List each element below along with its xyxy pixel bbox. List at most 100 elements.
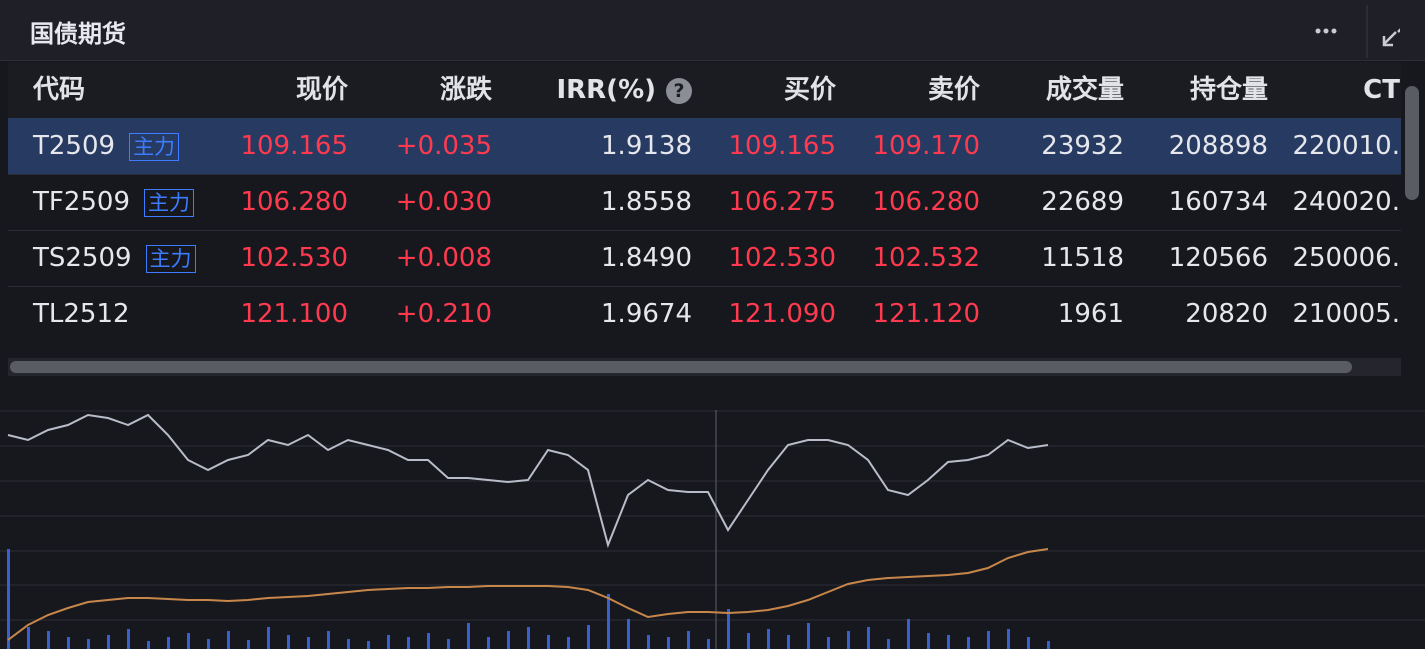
value-cell: 102.530 bbox=[728, 243, 836, 273]
main-tag: 主力 bbox=[129, 132, 180, 161]
volume-bar bbox=[967, 637, 970, 649]
header-row: 代码 现价 涨跌 IRR(%)? 买价 卖价 成交量 持仓量 CT bbox=[8, 62, 1401, 119]
volume-bar bbox=[1027, 637, 1030, 649]
volume-bar bbox=[347, 639, 350, 649]
volume-bar bbox=[487, 637, 490, 649]
volume-bar bbox=[7, 549, 10, 649]
volume-bar bbox=[367, 641, 370, 649]
volume-bar bbox=[567, 637, 570, 649]
column-label: 涨跌 bbox=[439, 75, 492, 105]
column-label: CT bbox=[1363, 75, 1400, 105]
volume-bar bbox=[907, 619, 910, 649]
value-cell: 106.275 bbox=[728, 187, 836, 217]
code: T2509 bbox=[33, 131, 116, 161]
column-label: IRR(%) bbox=[556, 75, 656, 105]
price-line bbox=[7, 413, 1049, 549]
column-header: 成交量 bbox=[1046, 62, 1124, 118]
value-cell: 1961 bbox=[1057, 299, 1124, 329]
column-label: 持仓量 bbox=[1189, 75, 1268, 105]
volume-bar bbox=[327, 631, 330, 649]
volume-bar bbox=[807, 623, 810, 649]
value-cell: 160734 bbox=[1168, 187, 1268, 217]
volume-bar bbox=[767, 629, 770, 649]
volume-bar bbox=[947, 635, 950, 649]
column-header: 持仓量 bbox=[1190, 62, 1268, 118]
column-header: 代码 bbox=[33, 75, 86, 105]
volume-bar bbox=[147, 641, 150, 649]
code-cell: TS2509 主力 bbox=[33, 230, 196, 286]
volume-bar bbox=[927, 633, 930, 649]
volume-bar bbox=[447, 639, 450, 649]
value-cell: 1.8490 bbox=[601, 243, 692, 273]
value-cell: 250006. bbox=[1292, 243, 1400, 273]
header: 国债期货 bbox=[0, 0, 1425, 61]
volume-bar bbox=[427, 633, 430, 649]
value-cell: 11518 bbox=[1041, 243, 1124, 273]
value-cell: 240020. bbox=[1292, 187, 1400, 217]
volume-bar bbox=[687, 631, 690, 649]
volume-bar bbox=[247, 640, 250, 649]
column-header: 买价 bbox=[784, 62, 836, 118]
value-cell: 22689 bbox=[1041, 187, 1124, 217]
volume-bar bbox=[67, 637, 70, 649]
vertical-scrollbar[interactable] bbox=[1405, 86, 1419, 200]
value-cell: 1.9674 bbox=[601, 299, 692, 329]
header-icons bbox=[1315, 5, 1400, 58]
column-header: 涨跌 bbox=[440, 62, 492, 118]
column-header: IRR(%)? bbox=[556, 62, 692, 118]
volume-bar bbox=[747, 633, 750, 649]
volume-bar bbox=[787, 635, 790, 649]
column-label: 卖价 bbox=[927, 75, 980, 105]
help-icon[interactable]: ? bbox=[666, 77, 692, 104]
value-cell: 121.090 bbox=[728, 299, 836, 329]
table-row[interactable]: TL2512 121.100 +0.210 1.9674 121.090 121.120 1… bbox=[8, 286, 1401, 342]
volume-bar bbox=[307, 637, 310, 649]
value-cell: 121.100 bbox=[240, 299, 348, 329]
value-cell: 210005. bbox=[1292, 299, 1400, 329]
title: 国债期货 bbox=[30, 20, 126, 48]
volume-bar bbox=[867, 627, 870, 649]
value-cell: 208898 bbox=[1168, 131, 1268, 161]
value-cell: 102.530 bbox=[240, 243, 348, 273]
volume-bar bbox=[227, 631, 230, 649]
table-row[interactable]: TF2509 主力 106.280 +0.030 1.8558 106.275 106.28… bbox=[8, 174, 1401, 231]
volume-bar bbox=[587, 625, 590, 649]
volume-bar bbox=[387, 635, 390, 649]
column-header: 现价 bbox=[296, 62, 348, 118]
volume-bar bbox=[127, 629, 130, 649]
volume-bar bbox=[1007, 629, 1010, 649]
volume-bar bbox=[407, 637, 410, 649]
code-cell: TF2509 主力 bbox=[33, 174, 195, 230]
volume-bar bbox=[667, 637, 670, 649]
volume-bar bbox=[547, 635, 550, 649]
main-tag: 主力 bbox=[145, 244, 196, 273]
volume-bar bbox=[847, 631, 850, 649]
volume-bar bbox=[627, 619, 630, 649]
volume-bar bbox=[187, 633, 190, 649]
value-cell: 23932 bbox=[1041, 131, 1124, 161]
value-cell: 109.165 bbox=[728, 131, 836, 161]
value-cell: 220010. bbox=[1292, 131, 1400, 161]
value-cell: +0.035 bbox=[395, 131, 492, 161]
volume-bar bbox=[647, 635, 650, 649]
volume-bar bbox=[267, 627, 270, 649]
value-cell: 120566 bbox=[1168, 243, 1268, 273]
average-line bbox=[7, 548, 1049, 641]
column-label: 成交量 bbox=[1045, 75, 1124, 105]
more-button[interactable] bbox=[1315, 28, 1337, 34]
volume-bar bbox=[527, 627, 530, 649]
code: TS2509 bbox=[33, 243, 132, 273]
expand-button[interactable] bbox=[1382, 20, 1400, 47]
volume-bar bbox=[507, 631, 510, 649]
volume-bar bbox=[607, 594, 610, 649]
table-row[interactable]: TS2509 主力 102.530 +0.008 1.8490 102.530 102.53… bbox=[8, 230, 1401, 287]
horizontal-scrollbar[interactable] bbox=[10, 361, 1352, 373]
volume-bar bbox=[887, 639, 890, 649]
column-header: 卖价 bbox=[928, 62, 980, 118]
column-header: CT bbox=[1363, 62, 1400, 118]
main-tag: 主力 bbox=[144, 188, 195, 217]
volume-bar bbox=[467, 623, 470, 649]
value-cell: +0.030 bbox=[395, 187, 492, 217]
code: TL2512 bbox=[33, 299, 130, 329]
table-row[interactable]: T2509 主力 109.165 +0.035 1.9138 109.165 109.170… bbox=[8, 118, 1401, 175]
